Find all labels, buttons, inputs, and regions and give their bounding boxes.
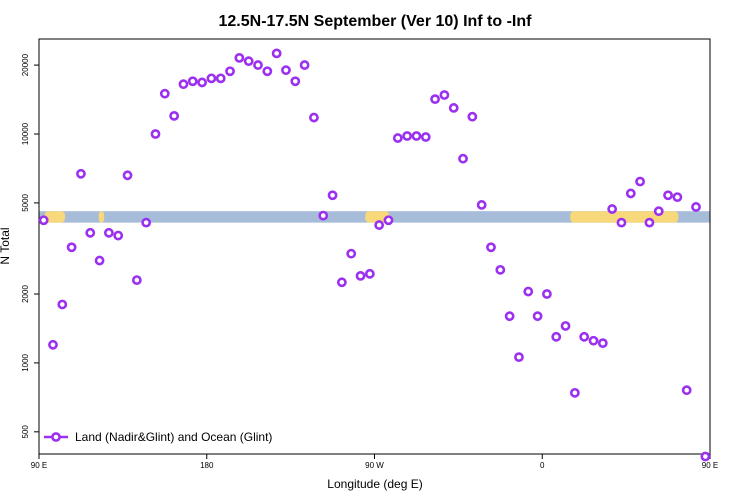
data-point bbox=[48, 339, 58, 350]
data-point bbox=[197, 77, 207, 88]
series-points bbox=[38, 48, 711, 462]
x-tick-label: 90 E bbox=[702, 461, 718, 470]
data-point bbox=[700, 451, 711, 462]
data-point bbox=[597, 338, 608, 349]
data-point bbox=[346, 248, 357, 259]
data-point bbox=[448, 103, 459, 113]
data-point bbox=[439, 90, 450, 100]
data-point bbox=[551, 331, 562, 342]
data-point bbox=[355, 270, 366, 281]
data-point bbox=[206, 73, 217, 84]
data-point bbox=[504, 311, 515, 322]
data-point bbox=[569, 387, 580, 398]
data-point bbox=[309, 112, 319, 123]
data-point bbox=[262, 66, 273, 77]
data-point bbox=[560, 321, 571, 331]
data-point bbox=[253, 60, 263, 70]
data-point bbox=[430, 94, 440, 105]
data-point bbox=[663, 190, 673, 201]
data-point bbox=[178, 79, 189, 90]
data-point bbox=[691, 202, 701, 212]
data-point bbox=[131, 275, 142, 286]
data-point bbox=[420, 132, 431, 142]
data-point bbox=[579, 331, 590, 342]
data-point bbox=[281, 65, 291, 76]
data-point bbox=[625, 188, 636, 199]
data-point bbox=[653, 206, 664, 217]
y-tick-label: 10000 bbox=[21, 122, 30, 145]
data-point bbox=[187, 76, 198, 87]
data-point bbox=[150, 129, 161, 139]
data-point bbox=[467, 111, 478, 122]
y-axis-label: N Total bbox=[0, 227, 12, 264]
data-point bbox=[94, 255, 105, 266]
chart-title: 12.5N-17.5N September (Ver 10) Inf to -I… bbox=[219, 13, 533, 30]
data-point bbox=[225, 66, 235, 77]
legend: Land (Nadir&Glint) and Ocean (Glint) bbox=[44, 430, 272, 444]
x-tick-label: 0 bbox=[540, 461, 545, 470]
x-tick-label: 180 bbox=[200, 461, 214, 470]
data-point bbox=[159, 88, 170, 99]
data-point bbox=[234, 52, 245, 63]
y-tick-label: 500 bbox=[21, 425, 30, 439]
x-tick-label: 90 W bbox=[365, 461, 384, 470]
data-point bbox=[85, 227, 96, 238]
data-point bbox=[383, 215, 394, 226]
data-point bbox=[113, 230, 124, 241]
y-axis: 500 1000 2000 5000 10000 20000 bbox=[21, 53, 39, 438]
data-point bbox=[402, 131, 413, 141]
data-point bbox=[336, 277, 347, 288]
data-point bbox=[57, 299, 68, 310]
data-point bbox=[38, 215, 49, 226]
data-point bbox=[681, 385, 692, 396]
land-segment bbox=[365, 211, 390, 223]
data-point bbox=[169, 110, 180, 121]
data-point bbox=[672, 192, 683, 203]
data-point bbox=[514, 352, 524, 363]
data-point bbox=[364, 268, 375, 279]
data-point bbox=[607, 204, 618, 214]
data-point bbox=[374, 220, 385, 230]
data-point bbox=[215, 73, 226, 84]
data-point bbox=[141, 217, 152, 228]
data-point bbox=[392, 133, 403, 143]
data-point bbox=[635, 176, 646, 187]
data-point bbox=[523, 286, 534, 297]
x-axis: 90 E 180 90 W 0 90 E bbox=[31, 454, 718, 470]
data-point bbox=[299, 60, 310, 70]
data-point bbox=[588, 335, 599, 346]
data-point bbox=[103, 227, 114, 238]
legend-marker bbox=[51, 432, 61, 442]
x-tick-label: 90 E bbox=[31, 461, 47, 470]
data-point bbox=[411, 131, 422, 141]
data-point bbox=[542, 289, 552, 299]
data-point bbox=[271, 48, 282, 59]
data-point bbox=[458, 153, 468, 164]
y-tick-label: 1000 bbox=[21, 353, 30, 371]
data-point bbox=[476, 200, 487, 210]
data-point bbox=[532, 311, 543, 322]
legend-label: Land (Nadir&Glint) and Ocean (Glint) bbox=[75, 430, 272, 444]
land-segment bbox=[44, 211, 66, 223]
data-point bbox=[76, 168, 86, 179]
data-point bbox=[327, 190, 338, 201]
data-point bbox=[318, 210, 329, 221]
y-tick-label: 5000 bbox=[21, 193, 30, 211]
x-axis-label: Longitude (deg E) bbox=[327, 477, 422, 491]
plot-frame bbox=[38, 38, 711, 455]
data-point bbox=[122, 170, 133, 181]
data-point bbox=[66, 242, 77, 253]
y-tick-label: 2000 bbox=[21, 285, 30, 303]
data-point bbox=[616, 217, 627, 228]
data-point bbox=[495, 264, 506, 275]
data-point bbox=[290, 76, 301, 87]
data-point bbox=[644, 217, 655, 228]
land-segment bbox=[98, 211, 105, 223]
y-tick-label: 20000 bbox=[21, 53, 30, 76]
data-point bbox=[243, 56, 254, 67]
data-point bbox=[486, 242, 496, 253]
